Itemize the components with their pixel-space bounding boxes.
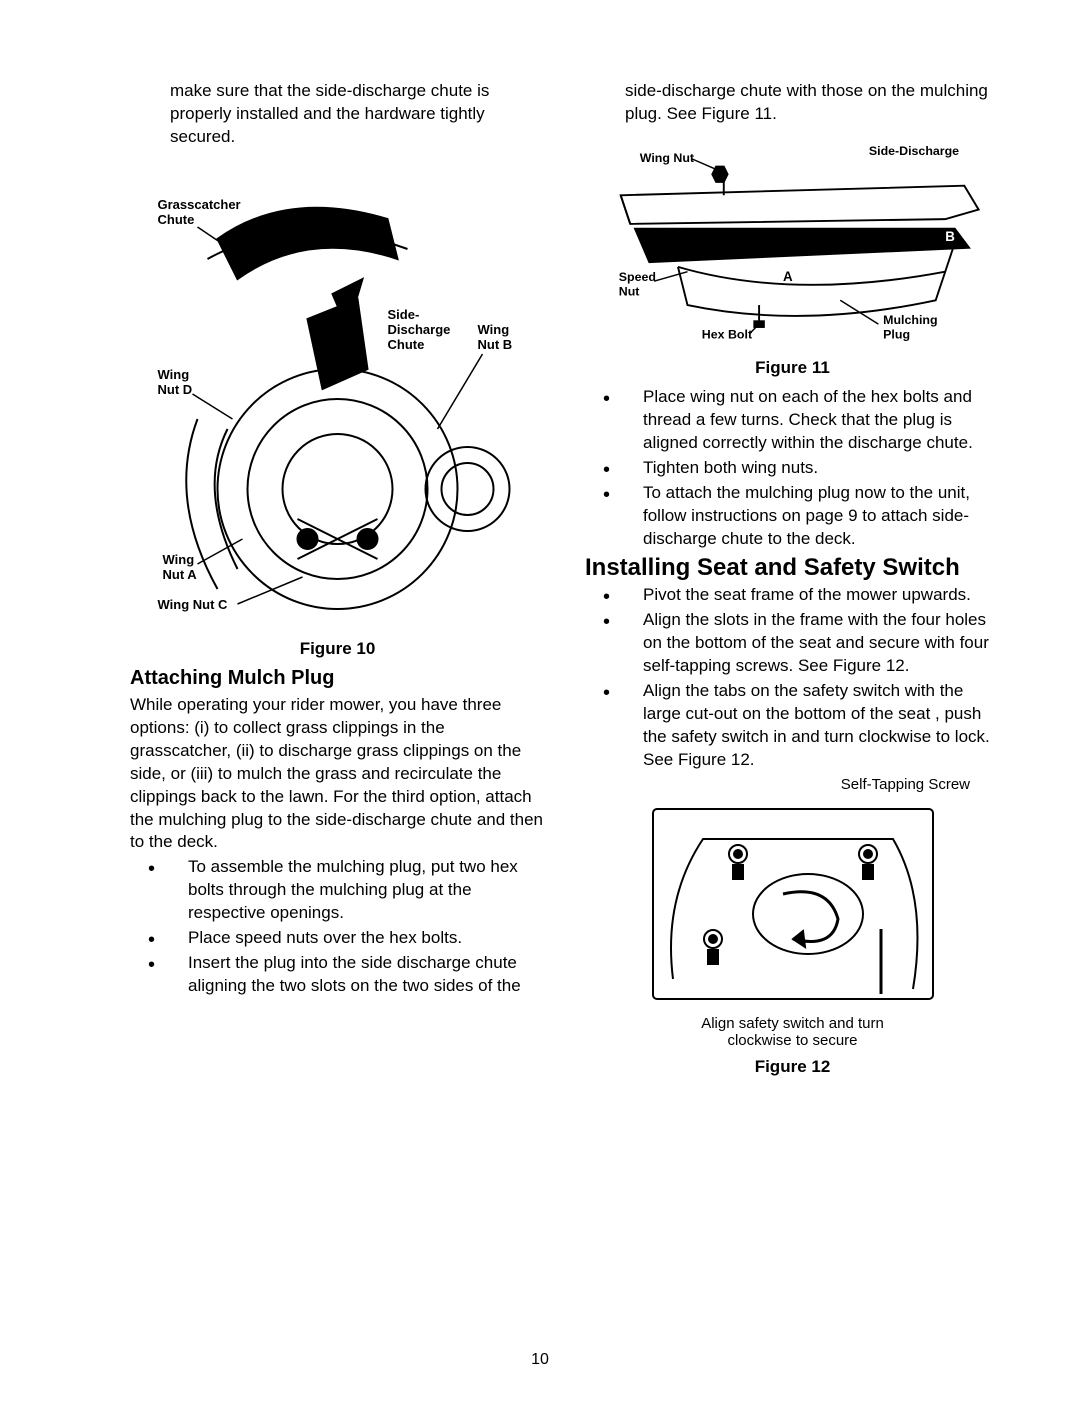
- svg-text:Wing: Wing: [158, 367, 190, 382]
- fig11-bullets: Place wing nut on each of the hex bolts …: [585, 386, 1000, 551]
- list-item: Place wing nut on each of the hex bolts …: [585, 386, 1000, 455]
- mulch-paragraph: While operating your rider mower, you ha…: [130, 694, 545, 855]
- svg-text:Nut B: Nut B: [478, 337, 513, 352]
- svg-text:Mulching: Mulching: [883, 313, 937, 327]
- svg-text:Nut: Nut: [619, 284, 640, 298]
- seat-heading: Installing Seat and Safety Switch: [585, 554, 1000, 582]
- figure-11-caption: Figure 11: [585, 358, 1000, 378]
- top-right-para: side-discharge chute with those on the m…: [585, 80, 1000, 126]
- self-tapping-label: Self-Tapping Screw: [585, 776, 970, 793]
- svg-text:Plug: Plug: [883, 327, 910, 341]
- list-item: Align the slots in the frame with the fo…: [585, 609, 1000, 678]
- left-column: make sure that the side-discharge chute …: [130, 80, 545, 1085]
- list-item: Pivot the seat frame of the mower upward…: [585, 584, 1000, 607]
- figure-12-note: Align safety switch and turn clockwise t…: [673, 1015, 913, 1049]
- page-number: 10: [531, 1351, 549, 1369]
- svg-text:A: A: [783, 269, 793, 284]
- intro-continuation: make sure that the side-discharge chute …: [130, 80, 545, 149]
- svg-text:Grasscatcher: Grasscatcher: [158, 197, 241, 212]
- list-item: Insert the plug into the side discharge …: [130, 952, 545, 998]
- figure-10-caption: Figure 10: [130, 639, 545, 659]
- figure-12: [643, 799, 943, 1009]
- svg-text:B: B: [945, 229, 955, 244]
- figure-10: Grasscatcher Chute Side- Discharge Chute…: [130, 169, 545, 629]
- svg-text:Wing: Wing: [478, 322, 510, 337]
- svg-text:Hex Bolt: Hex Bolt: [702, 327, 752, 341]
- figure-11: Wing Nut Side-Discharge Speed Nut Hex Bo…: [585, 138, 1000, 348]
- mulch-heading: Attaching Mulch Plug: [130, 667, 545, 690]
- svg-text:Discharge: Discharge: [388, 322, 451, 337]
- list-item: To assemble the mulching plug, put two h…: [130, 856, 545, 925]
- seat-bullets: Pivot the seat frame of the mower upward…: [585, 584, 1000, 772]
- list-item: Tighten both wing nuts.: [585, 457, 1000, 480]
- svg-text:Wing Nut C: Wing Nut C: [158, 597, 229, 612]
- svg-text:Side-: Side-: [388, 307, 420, 322]
- list-item: To attach the mulching plug now to the u…: [585, 482, 1000, 551]
- svg-text:Chute: Chute: [388, 337, 425, 352]
- svg-text:Nut D: Nut D: [158, 382, 193, 397]
- svg-text:Nut A: Nut A: [163, 567, 198, 582]
- list-item: Align the tabs on the safety switch with…: [585, 680, 1000, 772]
- svg-text:Side-Discharge: Side-Discharge: [869, 144, 959, 158]
- svg-text:Chute: Chute: [158, 212, 195, 227]
- figure-12-caption: Figure 12: [585, 1057, 1000, 1077]
- mulch-bullets: To assemble the mulching plug, put two h…: [130, 856, 545, 998]
- svg-text:Speed: Speed: [619, 270, 656, 284]
- svg-text:Wing: Wing: [163, 552, 195, 567]
- right-column: side-discharge chute with those on the m…: [585, 80, 1000, 1085]
- list-item: Place speed nuts over the hex bolts.: [130, 927, 545, 950]
- svg-text:Wing Nut: Wing Nut: [640, 151, 694, 165]
